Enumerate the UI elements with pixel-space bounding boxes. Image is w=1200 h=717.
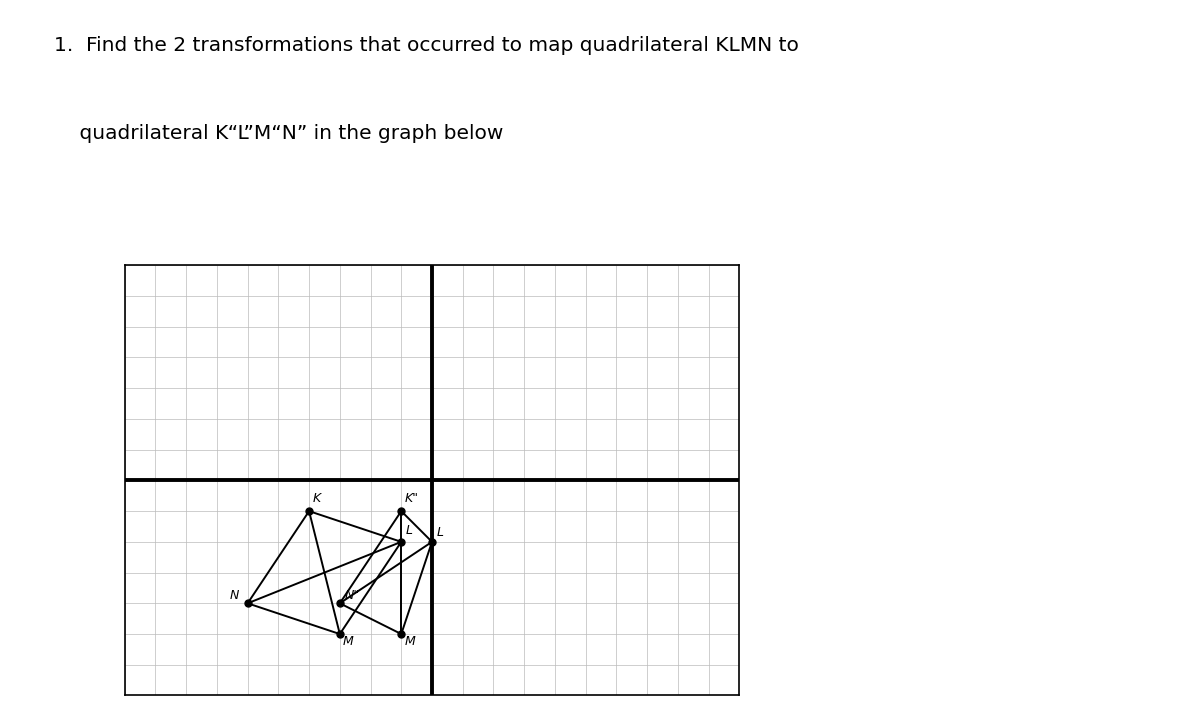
Text: L: L	[406, 524, 413, 537]
Text: 1.  Find the 2 transformations that occurred to map quadrilateral KLMN to: 1. Find the 2 transformations that occur…	[54, 36, 799, 55]
Text: K: K	[312, 492, 320, 505]
Text: M: M	[404, 635, 415, 648]
Text: L: L	[437, 526, 444, 538]
Text: M: M	[343, 635, 354, 648]
Text: quadrilateral K“L”M“N” in the graph below: quadrilateral K“L”M“N” in the graph belo…	[54, 125, 503, 143]
Text: N: N	[229, 589, 239, 602]
Text: N": N"	[344, 589, 360, 602]
Text: K": K"	[404, 492, 419, 505]
